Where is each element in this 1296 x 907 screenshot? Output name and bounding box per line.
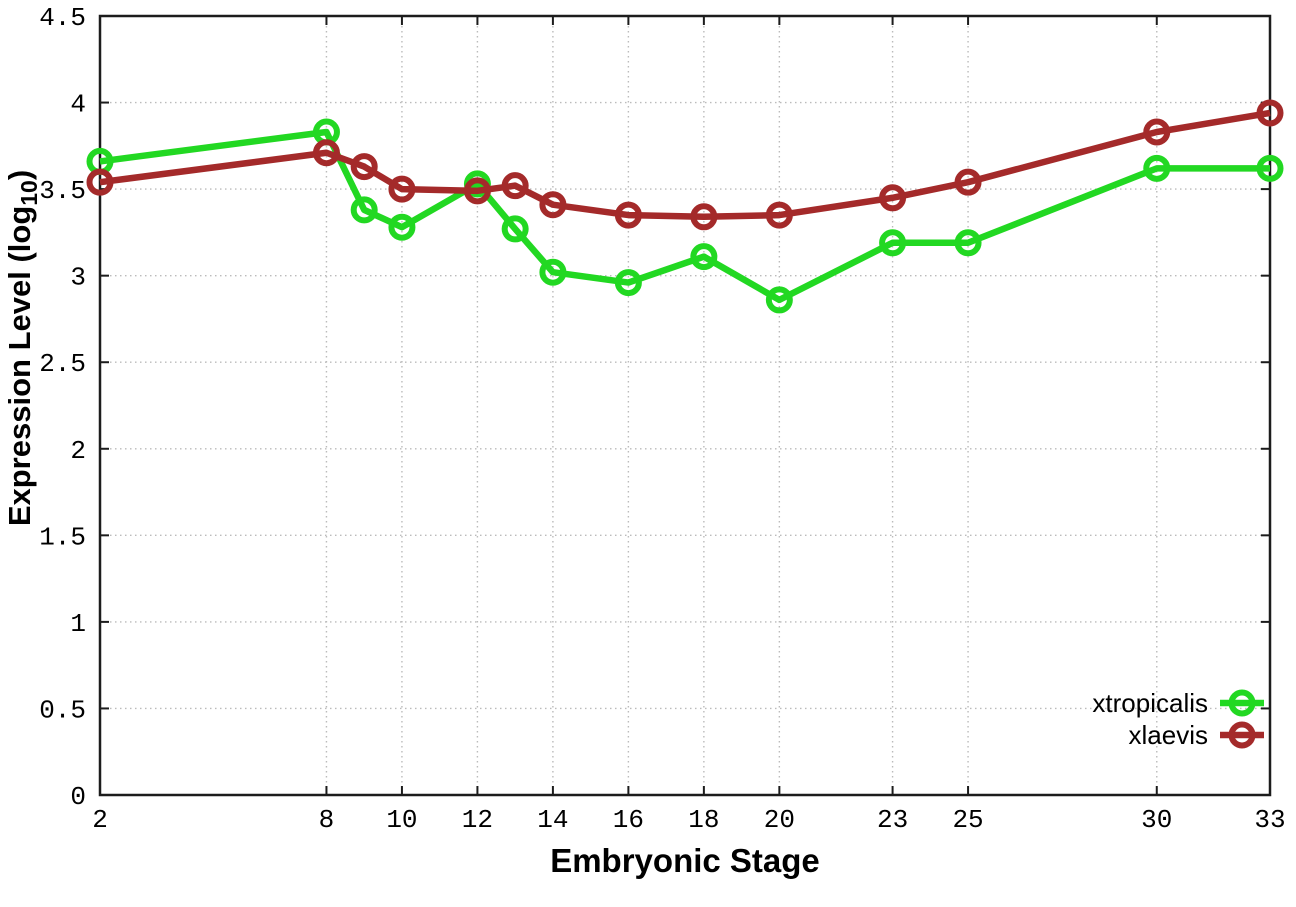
x-tick-label: 30: [1141, 805, 1172, 835]
data-point-marker: [539, 258, 567, 286]
data-point-marker: [388, 213, 416, 241]
legend-marker: [1228, 689, 1256, 717]
data-point-marker: [501, 172, 529, 200]
x-tick-label: 10: [386, 805, 417, 835]
y-tick-label: 3: [70, 263, 86, 293]
y-tick-label: 4.5: [39, 3, 86, 33]
data-point-marker: [539, 191, 567, 219]
legend-label: xlaevis: [1129, 720, 1208, 750]
series-xtropicalis: [86, 118, 1284, 314]
data-point-marker: [614, 269, 642, 297]
legend-item-xlaevis: xlaevis: [1129, 720, 1264, 750]
data-point-marker: [388, 175, 416, 203]
data-point-marker: [879, 229, 907, 257]
x-tick-label: 2: [92, 805, 108, 835]
data-point-marker: [1256, 99, 1284, 127]
y-tick-labels: 0 0.5 1 1.5 2 2.5 3 3.5 4 4.5: [39, 3, 86, 812]
grid: [100, 16, 1270, 795]
data-point-marker: [350, 196, 378, 224]
data-point-marker: [1143, 118, 1171, 146]
data-point-marker: [86, 168, 114, 196]
data-point-marker: [1256, 154, 1284, 182]
data-point-marker: [501, 215, 529, 243]
data-point-marker: [954, 229, 982, 257]
data-point-marker: [350, 153, 378, 181]
plot-border: [98, 14, 1272, 797]
data-point-marker: [614, 201, 642, 229]
y-tick-label: 4: [70, 90, 86, 120]
series-xlaevis: [86, 99, 1284, 231]
x-tick-label: 16: [613, 805, 644, 835]
x-tick-label: 14: [537, 805, 568, 835]
data-point-marker: [1143, 154, 1171, 182]
y-tick-label: 2.5: [39, 349, 86, 379]
x-tick-label: 25: [952, 805, 983, 835]
data-point-marker: [312, 139, 340, 167]
y-tick-label: 1.5: [39, 522, 86, 552]
legend-item-xtropicalis: xtropicalis: [1092, 688, 1264, 718]
y-tick-label: 2: [70, 436, 86, 466]
y-tick-label: 3.5: [39, 176, 86, 206]
y-axis-title-subscript: 10: [16, 180, 42, 206]
y-tick-label: 1: [70, 609, 86, 639]
y-axis-title-text: ): [2, 170, 37, 180]
x-tick-label: 12: [462, 805, 493, 835]
y-axis-title-text: Expression Level (log: [2, 206, 37, 526]
y-tick-label: 0: [70, 782, 86, 812]
x-tick-label: 23: [877, 805, 908, 835]
x-tick-label: 18: [688, 805, 719, 835]
data-point-marker: [690, 203, 718, 231]
data-point-marker: [765, 286, 793, 314]
data-point-marker: [690, 243, 718, 271]
y-tick-label: 0.5: [39, 695, 86, 725]
x-axis-title: Embryonic Stage: [550, 842, 820, 879]
data-point-marker: [879, 184, 907, 212]
y-axis-title: Expression Level (log10): [2, 170, 42, 526]
data-point-marker: [463, 177, 491, 205]
data-point-marker: [765, 201, 793, 229]
x-tick-labels: 2 8 10 12 14 16 18 20 23 25 30 33: [92, 805, 1285, 835]
legend-marker: [1228, 721, 1256, 749]
tick-marks: [99, 15, 1271, 796]
x-tick-label: 8: [319, 805, 335, 835]
legend-label: xtropicalis: [1092, 688, 1208, 718]
x-tick-label: 20: [764, 805, 795, 835]
series-line-xlaevis: [99, 109, 1271, 221]
x-tick-label: 33: [1254, 805, 1285, 835]
data-point-marker: [954, 168, 982, 196]
